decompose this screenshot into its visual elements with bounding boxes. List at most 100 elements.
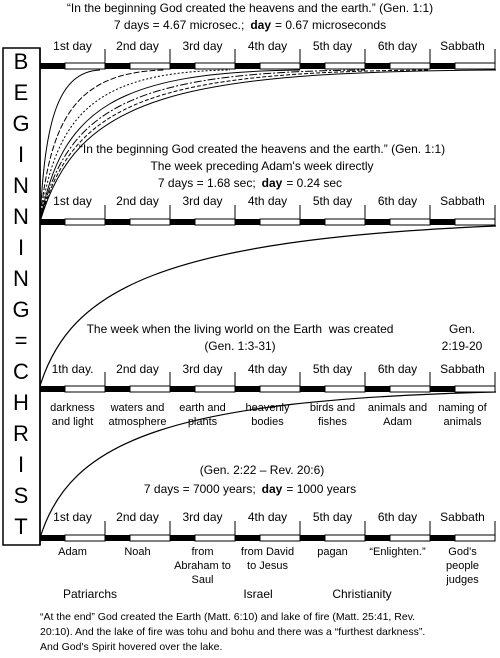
side-letter: G [12, 297, 29, 322]
bar-black [300, 63, 325, 69]
day-label: 6th day [378, 362, 417, 376]
curve [39, 69, 431, 223]
bar-black [170, 63, 195, 69]
bar-black [365, 386, 390, 392]
bar-black [430, 386, 455, 392]
section-header: (Gen. 2:22 – Rev. 20:6) [200, 463, 325, 477]
bar-black [235, 63, 260, 69]
side-letter: N [13, 204, 29, 229]
day-label: 4th day [248, 39, 287, 53]
section-header: “In the beginning God created the heaven… [67, 1, 433, 15]
day-note: plants [188, 416, 218, 428]
side-letter: H [13, 390, 29, 415]
bar-white [194, 218, 236, 226]
day-label: 1th day. [52, 362, 94, 376]
day-label: 4th day [248, 194, 287, 208]
bar-black [365, 219, 390, 225]
formula-text: = 0.67 microseconds [275, 18, 386, 32]
bar-black [105, 535, 130, 541]
bar-black [300, 219, 325, 225]
side-letter: N [13, 173, 29, 198]
day-note: fishes [318, 416, 347, 428]
day-note: pagan [317, 546, 348, 558]
day-note: darkness [50, 402, 95, 414]
day-label: 3rd day [182, 362, 222, 376]
day-label: Sabbath [440, 194, 485, 208]
day-note: Saul [191, 574, 213, 586]
day-note: heavenly [245, 402, 290, 414]
side-note: Gen. [449, 322, 475, 336]
bar-white [129, 534, 171, 542]
curve [39, 69, 166, 223]
bar-white [389, 62, 431, 70]
day-note: Abraham to [174, 560, 231, 572]
side-letter: C [13, 359, 29, 384]
bar-black [40, 63, 65, 69]
footer-line: And God's Spirit hovered over the lake. [40, 641, 222, 653]
side-letter: G [12, 111, 29, 136]
bar-black [300, 535, 325, 541]
formula: 7 days = 4.67 microsec.; day = 0.67 micros… [114, 18, 386, 32]
day-label: 2nd day [116, 510, 159, 524]
bar-white [64, 62, 106, 70]
day-note: Adam [58, 546, 87, 558]
day-note: earth and [179, 402, 225, 414]
bar-black [40, 219, 65, 225]
formula-bold: day [262, 176, 283, 190]
bar-white [324, 385, 366, 393]
footer-line: 20:10). And the lake of fire was tohu an… [40, 626, 425, 638]
day-note: atmosphere [108, 416, 166, 428]
day-label: 4th day [248, 510, 287, 524]
bar-white [324, 62, 366, 70]
bar-black [105, 63, 130, 69]
side-letter: = [15, 328, 28, 353]
bar-black [235, 386, 260, 392]
bar-white [64, 385, 106, 393]
bar-white [259, 385, 301, 393]
day-note: judges [445, 574, 479, 586]
bar-black [365, 63, 390, 69]
bar-black [235, 219, 260, 225]
day-note: animals and [368, 402, 427, 414]
bar-black [430, 219, 455, 225]
day-label: 1st day [53, 510, 92, 524]
section-header: (Gen. 1:3-31) [204, 339, 275, 353]
bar-white [324, 534, 366, 542]
bar-white [259, 534, 301, 542]
formula-text: = 1000 years [286, 482, 356, 496]
day-note: people [446, 560, 479, 572]
day-label: 3rd day [182, 510, 222, 524]
side-letter: N [13, 266, 29, 291]
day-label: 3rd day [182, 39, 222, 53]
day-note: from [192, 546, 214, 558]
bar-black [430, 535, 455, 541]
day-note: and light [52, 416, 94, 428]
day-note: animals [444, 416, 482, 428]
side-letter: I [18, 452, 24, 477]
day-note: naming of [438, 402, 487, 414]
era-label: Patriarchs [63, 587, 117, 601]
formula-text: = 0.24 sec [286, 176, 342, 190]
bar-white [259, 218, 301, 226]
curve [39, 69, 301, 223]
bar-white [259, 62, 301, 70]
bar-black [170, 219, 195, 225]
bar-white [454, 534, 496, 542]
side-letter: I [18, 235, 24, 260]
bar-black [40, 386, 65, 392]
bar-white [454, 218, 496, 226]
side-letter: E [14, 80, 29, 105]
side-note: 2:19-20 [442, 339, 483, 353]
bar-black [105, 219, 130, 225]
bar-white [454, 62, 496, 70]
day-label: 6th day [378, 194, 417, 208]
bar-black [40, 535, 65, 541]
day-note: bodies [251, 416, 284, 428]
bar-white [389, 534, 431, 542]
footer-line: “At the end” God created the Earth (Matt… [40, 611, 415, 623]
bar-white [389, 385, 431, 393]
formula: 7 days = 7000 years; day = 1000 years [144, 482, 356, 496]
section-header: The week preceding Adam's week directly [150, 159, 373, 173]
bar-white [454, 385, 496, 393]
bar-black [300, 386, 325, 392]
